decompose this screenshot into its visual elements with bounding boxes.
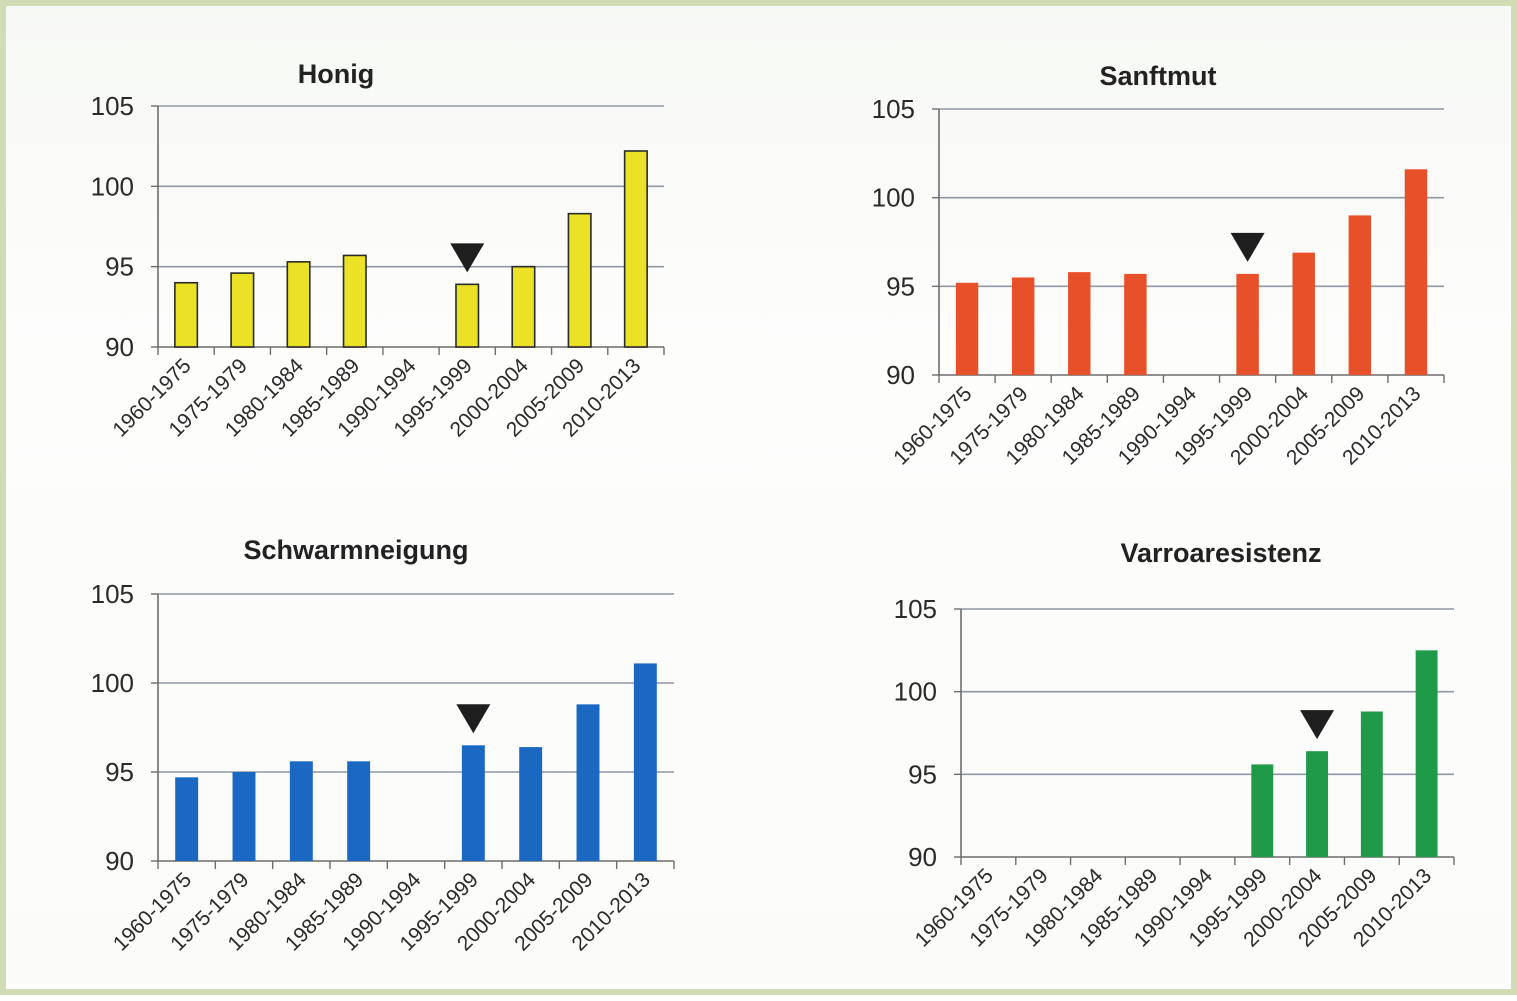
- selection-marker-triangle: [1230, 232, 1265, 262]
- chart-sanftmut: Sanftmut90951001051960-19751975-19791980…: [872, 61, 1445, 470]
- y-tick-label: 105: [872, 94, 915, 124]
- bar-1960-1975: [955, 282, 979, 375]
- bar-1995-1999: [1251, 764, 1274, 857]
- y-tick-label: 105: [894, 594, 937, 624]
- selection-marker-triangle: [456, 704, 491, 734]
- bar-1985-1989: [342, 254, 367, 348]
- y-tick-label: 95: [908, 759, 937, 789]
- bar-2005-2009: [1348, 215, 1372, 375]
- chart-title: Honig: [298, 59, 374, 89]
- y-tick-label: 100: [91, 171, 134, 201]
- bar-2010-2013: [1404, 169, 1428, 375]
- y-tick-label: 90: [908, 842, 937, 872]
- bar-2010-2013: [623, 150, 648, 348]
- bar-2000-2004: [1292, 252, 1315, 375]
- bar-1975-1979: [1011, 277, 1035, 375]
- y-tick-label: 100: [872, 183, 915, 213]
- bar-2000-2004: [519, 747, 543, 861]
- bar-1995-1999: [461, 745, 485, 861]
- bar-1975-1979: [232, 772, 256, 861]
- bar-1960-1975: [175, 777, 199, 861]
- chart-honig: Honig90951001051960-19751975-19791980-19…: [91, 59, 665, 442]
- y-tick-label: 100: [91, 668, 134, 698]
- y-tick-label: 100: [894, 677, 937, 707]
- bar-2005-2009: [1360, 711, 1383, 857]
- bar-1960-1975: [174, 281, 199, 348]
- y-tick-label: 95: [886, 271, 915, 301]
- bar-1985-1989: [1124, 273, 1147, 375]
- y-tick-label: 90: [886, 360, 915, 390]
- bar-1985-1989: [347, 761, 371, 861]
- bar-2010-2013: [633, 663, 657, 861]
- y-tick-label: 95: [105, 252, 134, 282]
- chart-title: Schwarmneigung: [243, 535, 468, 565]
- bar-2000-2004: [1306, 751, 1329, 857]
- bar-1980-1984: [289, 761, 313, 861]
- bar-1975-1979: [230, 272, 255, 348]
- selection-marker-triangle: [450, 243, 485, 273]
- chart-varroaresistenz: Varroaresistenz90951001051960-19751975-1…: [894, 538, 1455, 952]
- bar-2000-2004: [511, 265, 536, 348]
- bar-1995-1999: [1236, 273, 1259, 375]
- y-tick-label: 105: [91, 91, 134, 121]
- bar-2010-2013: [1415, 650, 1438, 857]
- bar-2005-2009: [576, 704, 600, 861]
- selection-marker-triangle: [1300, 710, 1335, 740]
- chart-schwarmneigung: Schwarmneigung90951001051960-19751975-19…: [91, 535, 675, 956]
- chart-title: Varroaresistenz: [1120, 538, 1321, 568]
- y-tick-label: 90: [105, 332, 134, 362]
- chart-title: Sanftmut: [1100, 61, 1217, 91]
- y-tick-label: 90: [105, 846, 134, 876]
- y-tick-label: 95: [105, 757, 134, 787]
- bar-1995-1999: [455, 283, 480, 348]
- bar-1980-1984: [1068, 272, 1091, 375]
- y-tick-label: 105: [91, 579, 134, 609]
- bar-2005-2009: [567, 212, 592, 348]
- bar-1980-1984: [286, 261, 311, 348]
